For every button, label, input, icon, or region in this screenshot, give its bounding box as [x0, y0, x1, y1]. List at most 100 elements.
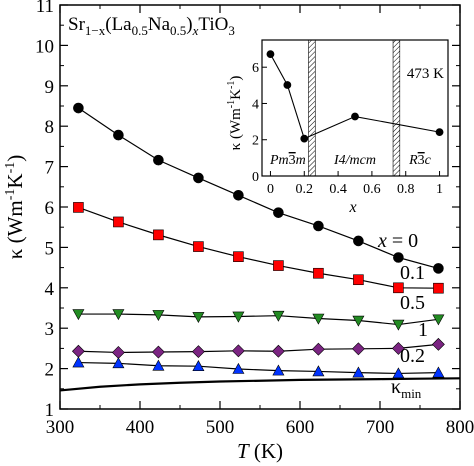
series-label-x0.1: 0.1	[400, 262, 425, 284]
phase-boundary-band	[392, 39, 401, 177]
x-tick-label: 600	[286, 417, 315, 438]
main-y-axis-label: κ (Wm-1K-1)	[3, 155, 27, 260]
data-point-0.1	[233, 251, 244, 262]
inset-x-tick-label: 0	[267, 182, 274, 197]
inset-data-point	[351, 112, 359, 121]
inset-x-tick-label: 0.6	[363, 182, 381, 197]
series-line-1	[78, 343, 439, 354]
data-point-1	[71, 344, 85, 358]
inset-x-tick-label: 0.8	[397, 182, 415, 197]
inset-data-point	[435, 128, 444, 137]
inset-data-point	[266, 50, 275, 59]
x-tick-label: 800	[446, 417, 474, 438]
phase-label-i4mcm: I4/mcm	[333, 153, 376, 168]
inset-x-tick-label: 0.2	[296, 182, 314, 197]
inset-y-tick-label: 2	[252, 134, 259, 149]
inset-y-tick-label: 6	[252, 61, 259, 76]
data-point-0.1	[313, 267, 324, 279]
y-tick-label: 9	[45, 77, 55, 98]
data-point-1	[271, 344, 285, 358]
inset-background	[262, 40, 448, 176]
inset-y-tick-label: 4	[252, 97, 259, 112]
phase-label-r3c: R3c	[408, 153, 432, 168]
data-point-0.5	[392, 319, 405, 331]
series-line-0.1	[78, 206, 439, 289]
y-tick-label: 2	[45, 360, 55, 381]
data-point-0.5	[232, 311, 245, 323]
data-point-1	[431, 337, 445, 351]
inset-x-ticks: 0 0.2 0.4 0.6 0.8 1	[267, 171, 443, 197]
inset-x-tick-label: 1	[436, 182, 443, 197]
data-point-x-0	[313, 220, 324, 232]
phase-boundary-band	[308, 39, 316, 177]
inset-data-point	[283, 81, 292, 89]
y-tick-label: 10	[35, 36, 54, 57]
y-tick-label: 1	[45, 400, 55, 421]
x-tick-label: 400	[126, 417, 155, 438]
main-series	[59, 102, 461, 392]
inset-chart: 0 0.2 0.4 0.6 0.8 1 0 2 4 6 473 K Pm3m I4/mcm R3…	[226, 39, 449, 216]
series-label-x0.2: 0.2	[400, 345, 425, 367]
inset-y-tick-label: 0	[252, 170, 259, 185]
y-tick-label: 3	[45, 319, 55, 340]
data-point-x-0	[113, 129, 124, 141]
x-tick-label: 500	[206, 417, 235, 438]
data-point-0.1	[193, 241, 204, 252]
data-point-0.5	[152, 310, 165, 321]
series-label-kmin: κmin	[391, 376, 422, 401]
inset-series	[266, 50, 444, 143]
series-label-x0: x = 0	[377, 230, 418, 252]
inset-y-axis-label: κ (Wm-1K-1)	[226, 76, 244, 151]
data-point-x-0	[353, 235, 364, 247]
data-point-0.2	[72, 356, 85, 368]
y-tick-label: 6	[45, 198, 55, 219]
main-title: Sr1−x(La0.5Na0.5)xTiO3	[68, 14, 235, 38]
data-point-0.5	[192, 312, 205, 324]
y-tick-label: 7	[45, 158, 55, 179]
data-point-1	[311, 342, 325, 356]
data-point-1	[351, 342, 365, 356]
data-point-x-0	[233, 189, 244, 201]
data-point-x-0	[193, 172, 204, 184]
data-point-0.5	[432, 314, 445, 326]
data-point-0.5	[112, 309, 125, 321]
data-point-0.2	[152, 359, 165, 371]
data-point-0.2	[352, 366, 365, 378]
y-tick-label: 4	[45, 279, 55, 300]
data-point-0.2	[112, 357, 125, 369]
data-point-x-0	[393, 252, 404, 263]
inset-plot-frame	[261, 39, 449, 177]
data-point-0.1	[113, 216, 124, 228]
data-point-0.2	[272, 364, 285, 376]
series-line-0.5	[78, 313, 439, 326]
data-point-1	[231, 344, 245, 358]
series-line-0.2	[78, 361, 439, 375]
series-label-x1: 1	[418, 319, 428, 341]
data-point-0.1	[153, 229, 164, 241]
data-point-1	[151, 345, 165, 359]
data-point-0.1	[73, 202, 84, 213]
phase-label-pm3m: Pm3m	[269, 153, 306, 168]
data-point-0.5	[272, 310, 285, 322]
data-point-0.1	[353, 274, 364, 286]
main-x-ticks: 300 400 500 600 700 800	[46, 5, 474, 438]
data-point-0.2	[432, 366, 445, 378]
data-point-1	[111, 346, 125, 359]
data-point-0.2	[232, 362, 245, 374]
data-point-0.2	[312, 365, 325, 377]
data-point-0.1	[393, 282, 404, 294]
data-point-x-0	[273, 207, 284, 218]
series-line-x-0	[78, 107, 439, 269]
data-point-0.5	[72, 309, 85, 321]
data-point-0.5	[312, 313, 325, 325]
data-point-1	[191, 345, 205, 359]
main-x-axis-label: T (K)	[237, 439, 283, 463]
data-point-1	[391, 341, 405, 355]
y-tick-label: 11	[36, 0, 54, 17]
data-point-0.1	[273, 260, 284, 271]
y-tick-label: 8	[45, 117, 55, 138]
series-line-min	[59, 377, 461, 392]
inset-temperature-label: 473 K	[407, 66, 444, 82]
